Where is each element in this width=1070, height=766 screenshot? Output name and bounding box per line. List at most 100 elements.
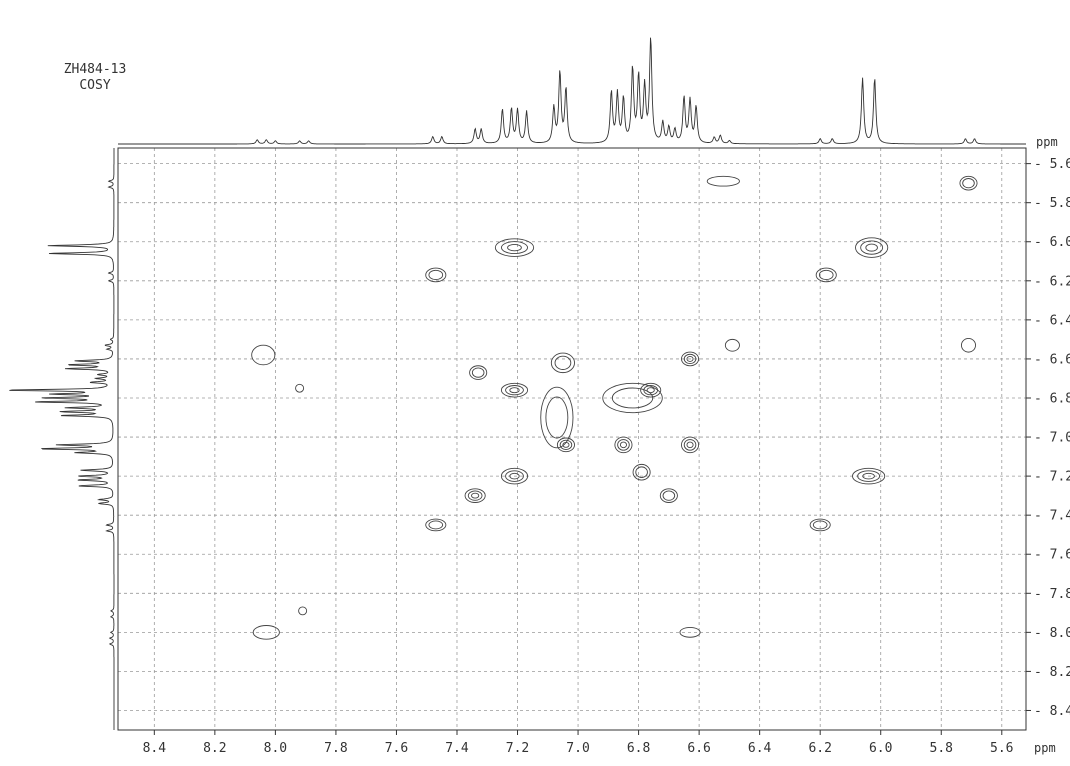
cross-peak — [298, 606, 308, 616]
contour-ring — [960, 337, 976, 353]
x-tick-label: 5.8 — [930, 741, 953, 756]
y-tick-label: - 7.6 — [1034, 548, 1070, 563]
y-tick-label: - 5.6 — [1034, 157, 1070, 172]
top-projection-spectrum — [118, 37, 1026, 145]
y-tick-label: - 8.2 — [1034, 665, 1070, 680]
x-tick-label: 6.0 — [869, 741, 892, 756]
y-tick-label: - 5.8 — [1034, 196, 1070, 211]
contour-ring — [681, 436, 700, 454]
y-tick-label: - 6.2 — [1034, 274, 1070, 289]
cross-peak — [681, 351, 700, 367]
contour-ring — [686, 356, 694, 362]
y-tick-label: - 8.4 — [1034, 704, 1070, 719]
contour-ring — [545, 396, 569, 439]
y-tick-label: - 6.8 — [1034, 391, 1070, 406]
contour-ring — [683, 439, 697, 451]
contour-ring — [632, 463, 651, 481]
x-tick-label: 6.4 — [748, 741, 772, 756]
contour-ring — [865, 243, 878, 252]
contour-ring — [706, 175, 740, 187]
experiment-name: COSY — [79, 78, 111, 93]
cross-peak — [632, 463, 651, 481]
cross-peak — [500, 467, 529, 485]
contour-ring — [509, 472, 520, 480]
y-tick-label: - 7.4 — [1034, 509, 1070, 524]
contour-ring — [815, 267, 837, 283]
cross-peak — [295, 383, 305, 393]
contour-ring — [659, 488, 678, 503]
contour-ring — [467, 490, 483, 501]
cross-peak — [550, 352, 575, 374]
contour-ring — [855, 237, 889, 258]
contour-ring — [559, 439, 573, 450]
y-tick-label: - 7.8 — [1034, 587, 1070, 602]
contour-ring — [428, 520, 444, 530]
x-tick-label: 7.0 — [566, 741, 589, 756]
y-tick-label: - 7.0 — [1034, 431, 1070, 446]
contour-ring — [724, 338, 740, 352]
y-tick-label: - 6.4 — [1034, 313, 1070, 328]
top-axis-unit-label: ppm — [1036, 135, 1058, 149]
contour-ring — [962, 178, 975, 189]
contour-ring — [540, 386, 574, 449]
plot-frame — [117, 147, 1027, 731]
grid — [118, 148, 1026, 730]
contour-ring — [617, 439, 630, 451]
contour-ring — [852, 467, 886, 485]
contour-ring — [662, 490, 676, 501]
cross-peak — [251, 344, 276, 366]
contour-ring — [686, 441, 694, 449]
contour-ring — [428, 269, 444, 281]
cross-peak — [809, 518, 831, 532]
contour-ring — [646, 387, 655, 394]
x-tick-label: 8.4 — [143, 741, 167, 756]
x-tick-label: 8.0 — [264, 741, 287, 756]
x-tick-label: 6.2 — [808, 741, 831, 756]
contour-ring — [500, 382, 529, 398]
contour-ring — [509, 387, 520, 394]
contour-ring — [464, 488, 486, 503]
top-projection-trace — [118, 37, 1026, 145]
x-tick-label: 8.2 — [203, 741, 226, 756]
y-tick-label: - 8.0 — [1034, 626, 1070, 641]
contour-ring — [635, 466, 648, 478]
cross-peak — [500, 382, 529, 398]
x-tick-label: 7.4 — [445, 741, 469, 756]
contour-ring — [252, 625, 280, 640]
cross-peak — [706, 175, 740, 187]
left-projection-trace — [9, 148, 115, 730]
contour-ring — [425, 518, 447, 532]
contour-ring — [679, 626, 701, 638]
sample-label: ZH484-13 COSY — [50, 62, 140, 94]
contour-ring — [562, 441, 570, 448]
y-axis-ticks: - 5.6 - 5.8 - 6.0 - 6.2 - 6.4 - 6.6 - 6.8 - 7.0… — [1026, 157, 1070, 719]
contour-ring — [501, 241, 528, 255]
cross-peak — [494, 238, 535, 257]
contour-ring — [298, 606, 308, 616]
x-tick-label: 7.6 — [385, 741, 408, 756]
x-axis-ticks: 8.4 8.2 8.0 7.8 7.6 7.4 7.2 7.0 6.8 6.6 6.4 6.2 6.0 5… — [143, 730, 1014, 756]
cross-peak — [724, 338, 740, 352]
contour-ring — [507, 243, 522, 252]
contour-ring — [818, 269, 834, 281]
cross-peak — [659, 488, 678, 503]
contour-ring — [505, 470, 524, 482]
cross-peak — [959, 175, 978, 191]
contour-ring — [554, 355, 572, 370]
cross-peak — [425, 267, 447, 283]
contour-ring — [611, 387, 654, 409]
cross-peak — [681, 436, 700, 454]
contour-ring — [862, 472, 875, 480]
cross-peak — [614, 436, 633, 454]
cross-peak — [679, 626, 701, 638]
contour-ring — [494, 238, 535, 257]
contour-ring — [640, 382, 662, 398]
contour-ring — [500, 467, 529, 485]
x-tick-label: 6.8 — [627, 741, 650, 756]
x-tick-label: 7.2 — [506, 741, 529, 756]
contour-ring — [471, 367, 485, 378]
contour-ring — [809, 518, 831, 532]
contour-ring — [425, 267, 447, 283]
contour-ring — [857, 470, 881, 482]
